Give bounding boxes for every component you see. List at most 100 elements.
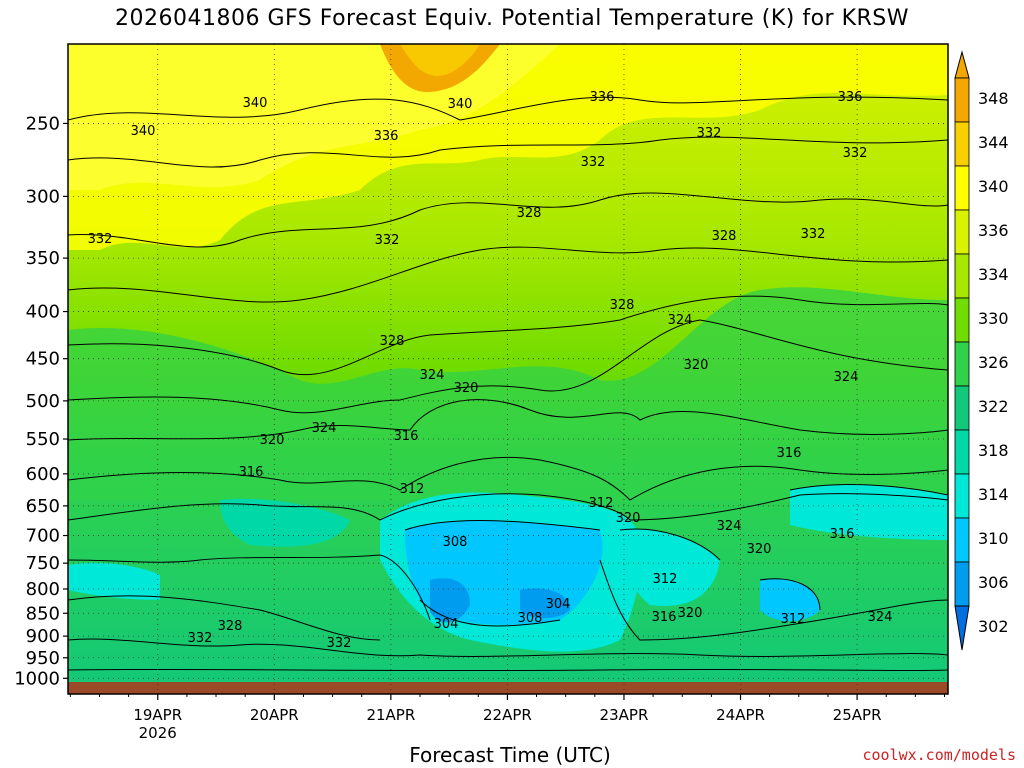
contour-label: 328 xyxy=(380,334,405,349)
x-tick-label: 21APR xyxy=(366,706,415,724)
x-tick-label: 19APR xyxy=(133,706,182,724)
y-tick-label: 900 xyxy=(26,626,60,647)
contour-label: 316 xyxy=(777,446,802,461)
contour-label: 328 xyxy=(610,298,635,313)
heatmap-field xyxy=(68,44,948,694)
contour-label: 328 xyxy=(218,619,243,634)
contour-labels: 340 340 340 336 336 336 332 332 332 332 332 332 328 3… xyxy=(88,90,893,651)
colorbar-segment xyxy=(954,561,970,607)
y-tick-label: 950 xyxy=(26,648,60,669)
y-tick-label: 250 xyxy=(26,113,60,134)
contour-label: 332 xyxy=(188,631,213,646)
colorbar-label: 318 xyxy=(978,441,1009,460)
colorbar-label: 344 xyxy=(978,133,1009,152)
colorbar-label: 336 xyxy=(978,221,1009,240)
colorbar-top-arrow xyxy=(954,50,970,79)
contour-label: 324 xyxy=(868,610,893,625)
contour-label: 320 xyxy=(747,542,772,557)
colorbar-segment xyxy=(954,253,970,299)
contour-label: 332 xyxy=(581,155,606,170)
contour-label: 320 xyxy=(454,381,479,396)
x-tick-label: 22APR xyxy=(483,706,532,724)
y-tick-label: 700 xyxy=(26,526,60,547)
colorbar-segment xyxy=(954,165,970,211)
y-tick-label: 500 xyxy=(26,391,60,412)
contour-label: 308 xyxy=(443,535,468,550)
contour-label: 336 xyxy=(838,90,863,105)
contour-label: 316 xyxy=(239,465,264,480)
contour-label: 332 xyxy=(801,227,826,242)
gridlines xyxy=(68,44,948,694)
contour-label: 324 xyxy=(834,370,859,385)
y-tick-label: 550 xyxy=(26,429,60,450)
contour-label: 332 xyxy=(327,636,352,651)
contour-label: 316 xyxy=(652,610,677,625)
x-tick-label: 20APR xyxy=(250,706,299,724)
colorbar-segment xyxy=(954,77,970,123)
colorbar-label: 314 xyxy=(978,485,1009,504)
contour-label: 332 xyxy=(843,146,868,161)
contour-label: 324 xyxy=(420,368,445,383)
contour-label: 336 xyxy=(590,90,615,105)
contour-label: 332 xyxy=(697,126,722,141)
y-tick-label: 450 xyxy=(26,349,60,370)
colorbar-segment xyxy=(954,121,970,167)
contour-label: 320 xyxy=(260,433,285,448)
contour-label: 332 xyxy=(375,233,400,248)
contour-label: 312 xyxy=(781,612,806,627)
contour-label: 312 xyxy=(400,482,425,497)
colorbar-label: 310 xyxy=(978,529,1009,548)
colorbar-segment xyxy=(954,341,970,387)
contour-lines xyxy=(68,96,948,672)
colorbar-label: 302 xyxy=(978,617,1009,636)
contour-label: 308 xyxy=(518,611,543,626)
contour-label: 340 xyxy=(243,96,268,111)
contour-label: 316 xyxy=(830,527,855,542)
contour-label: 320 xyxy=(678,606,703,621)
contour-label: 328 xyxy=(517,206,542,221)
y-tick-label: 800 xyxy=(26,579,60,600)
colorbar-segment xyxy=(954,473,970,519)
contour-label: 304 xyxy=(546,597,571,612)
contour-label: 332 xyxy=(88,232,113,247)
colorbar-segment xyxy=(954,517,970,563)
x-tick-sublabel: 2026 xyxy=(139,724,177,742)
contour-label: 312 xyxy=(589,496,614,511)
y-tick-label: 300 xyxy=(26,186,60,207)
y-axis: 2503003504004505005506006507007508008509… xyxy=(14,113,68,689)
contour-label: 304 xyxy=(434,617,459,632)
contour-label: 324 xyxy=(717,519,742,534)
y-tick-label: 600 xyxy=(26,464,60,485)
contour-label: 316 xyxy=(394,429,419,444)
colorbar-label: 348 xyxy=(978,89,1009,108)
y-tick-label: 850 xyxy=(26,603,60,624)
contour-label: 320 xyxy=(684,358,709,373)
contour-label: 340 xyxy=(131,124,156,139)
x-axis-label: Forecast Time (UTC) xyxy=(409,743,611,767)
contour-label: 324 xyxy=(668,313,693,328)
x-tick-label: 24APR xyxy=(716,706,765,724)
y-tick-label: 1000 xyxy=(14,668,60,689)
colorbar-label: 330 xyxy=(978,309,1009,328)
colorbar-label: 306 xyxy=(978,573,1009,592)
y-tick-label: 400 xyxy=(26,302,60,323)
contour-label: 312 xyxy=(653,572,678,587)
y-tick-label: 650 xyxy=(26,496,60,517)
colorbar-segment xyxy=(954,297,970,343)
contour-label: 340 xyxy=(448,97,473,112)
colorbar-label: 322 xyxy=(978,397,1009,416)
contour-label: 324 xyxy=(312,421,337,436)
colorbar-segment xyxy=(954,209,970,255)
x-tick-label: 25APR xyxy=(833,706,882,724)
colorbar-label: 334 xyxy=(978,265,1009,284)
colorbar-segment xyxy=(954,385,970,431)
x-tick-label: 23APR xyxy=(600,706,649,724)
colorbar-label: 340 xyxy=(978,177,1009,196)
credit-link[interactable]: coolwx.com/models xyxy=(862,746,1016,764)
colorbar-label: 326 xyxy=(978,353,1009,372)
contour-label: 320 xyxy=(616,511,641,526)
contour-label: 328 xyxy=(712,229,737,244)
colorbar-segment xyxy=(954,429,970,475)
